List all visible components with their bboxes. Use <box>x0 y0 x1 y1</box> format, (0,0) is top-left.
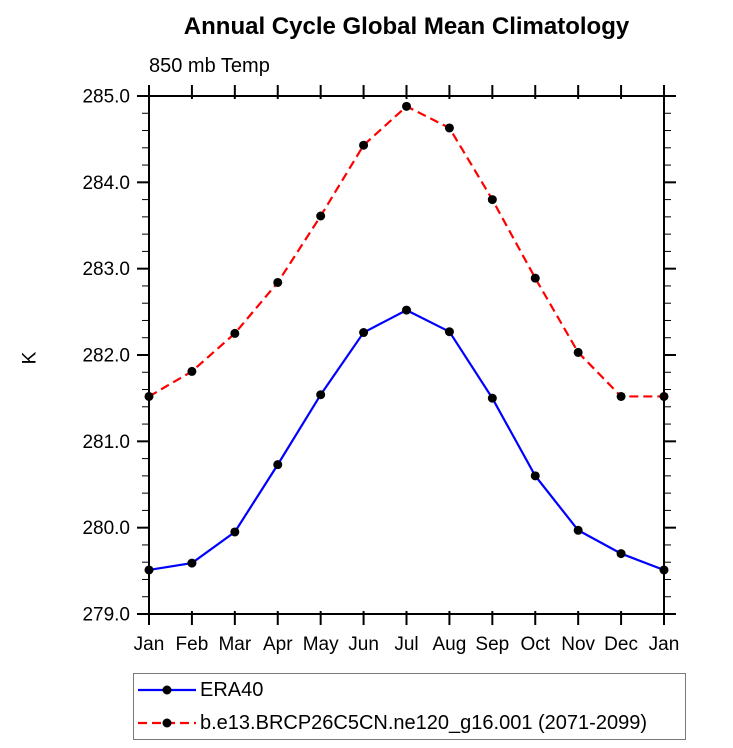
series-line-model <box>148 105 664 398</box>
data-point-marker-model <box>144 391 154 401</box>
legend-marker-icon <box>162 685 172 695</box>
x-tick-label: Mar <box>218 634 251 655</box>
legend-marker-icon <box>162 718 172 728</box>
data-point-marker-model <box>187 366 197 376</box>
data-point-marker-era40 <box>659 565 669 575</box>
data-point-marker-model <box>402 101 411 111</box>
series-line-era40 <box>148 308 665 572</box>
legend-label-era40: ERA40 <box>200 679 264 702</box>
data-point-marker-era40 <box>230 527 240 537</box>
x-tick-label: Sep <box>475 634 509 655</box>
data-point-marker-model <box>616 391 626 401</box>
data-point-marker-era40 <box>402 305 411 315</box>
data-point-marker-era40 <box>187 558 197 568</box>
legend: ERA40 b.e13.BRCP26C5CN.ne120_g16.001 (20… <box>133 673 686 740</box>
data-point-marker-era40 <box>530 471 540 481</box>
data-point-marker-era40 <box>616 549 626 559</box>
y-tick-label: 284.0 <box>82 173 130 194</box>
data-point-marker-era40 <box>359 328 369 338</box>
legend-line-sample-era40 <box>138 685 196 695</box>
x-tick-label: Nov <box>561 634 595 655</box>
x-tick-label: Oct <box>520 634 550 655</box>
data-point-marker-model <box>316 211 326 221</box>
y-tick-label: 281.0 <box>82 432 130 453</box>
data-point-marker-model <box>573 347 583 357</box>
y-tick-label: 282.0 <box>82 346 130 367</box>
data-point-marker-model <box>230 328 240 338</box>
x-tick-label: May <box>303 634 339 655</box>
x-tick-label: Feb <box>176 634 209 655</box>
data-point-marker-model <box>444 123 454 133</box>
legend-item-model: b.e13.BRCP26C5CN.ne120_g16.001 (2071-209… <box>134 707 685 740</box>
legend-line-sample-model <box>138 718 196 728</box>
x-tick-label: Aug <box>433 634 467 655</box>
y-tick-label: 285.0 <box>82 87 130 108</box>
chart-subtitle: 850 mb Temp <box>149 55 270 77</box>
x-tick-label: Jan <box>649 634 680 655</box>
plot-frame <box>148 95 665 615</box>
legend-label-model: b.e13.BRCP26C5CN.ne120_g16.001 (2071-209… <box>200 711 647 734</box>
data-point-marker-model <box>487 195 497 205</box>
y-tick-label: 279.0 <box>82 605 130 626</box>
x-tick-label: Jul <box>394 634 418 655</box>
data-point-marker-era40 <box>573 525 583 535</box>
data-point-marker-era40 <box>487 393 497 403</box>
x-tick-label: Jun <box>348 634 379 655</box>
data-point-marker-model <box>273 277 283 287</box>
data-point-marker-era40 <box>144 565 154 575</box>
data-point-marker-model <box>659 391 669 401</box>
y-tick-label: 283.0 <box>82 259 130 280</box>
data-point-marker-model <box>530 273 540 283</box>
data-point-marker-model <box>359 140 369 150</box>
chart-title: Annual Cycle Global Mean Climatology <box>183 13 630 40</box>
data-point-marker-era40 <box>316 390 326 400</box>
data-point-marker-era40 <box>444 327 454 337</box>
x-tick-label: Dec <box>604 634 638 655</box>
data-point-marker-era40 <box>273 460 283 470</box>
legend-item-era40: ERA40 <box>134 674 685 707</box>
x-tick-label: Apr <box>263 634 293 655</box>
x-tick-label: Jan <box>134 634 165 655</box>
y-tick-label: 280.0 <box>82 518 130 539</box>
